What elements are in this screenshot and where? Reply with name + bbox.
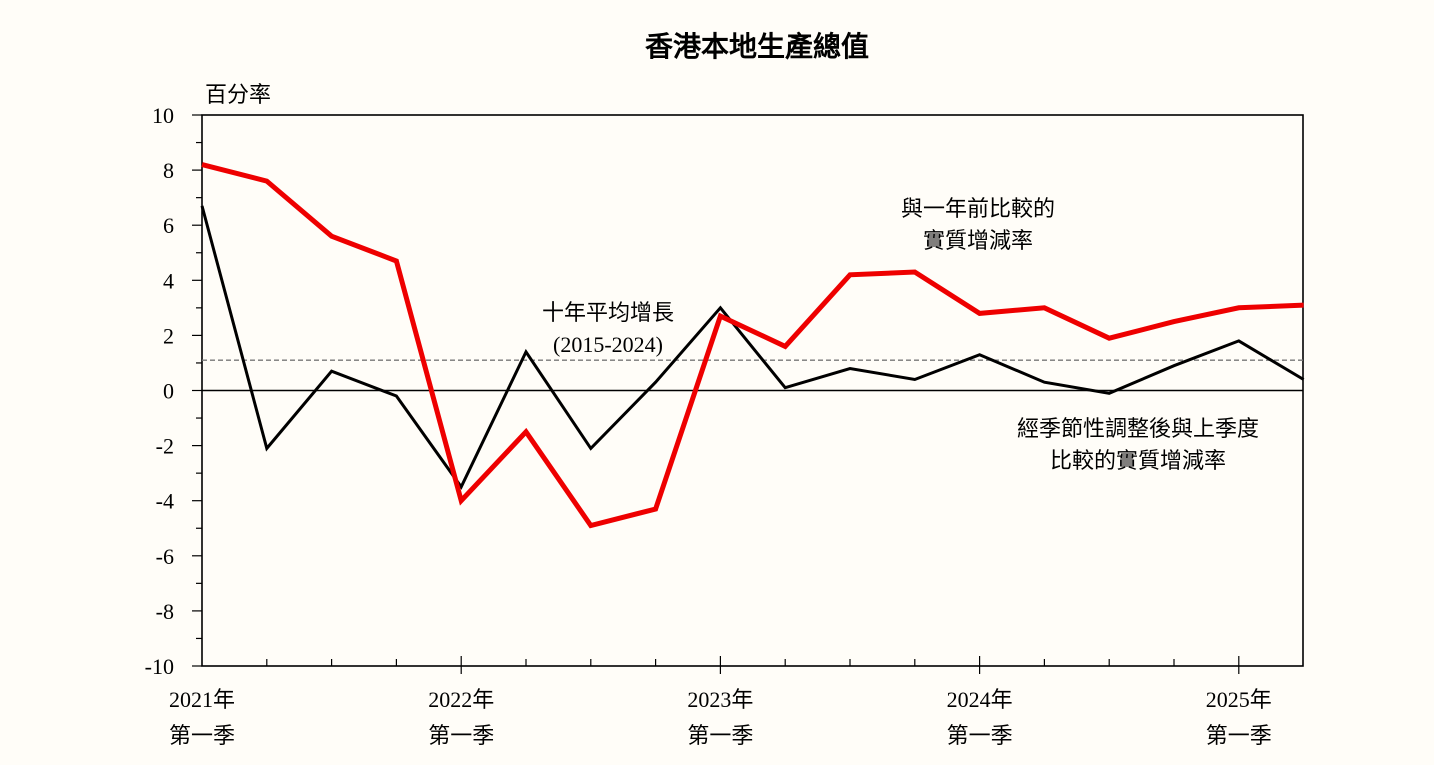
x-tick-label-quarter: 第一季 — [687, 723, 753, 748]
x-tick-label-quarter: 第一季 — [1206, 723, 1272, 748]
reference-label-line-1: 十年平均增長 — [542, 301, 674, 326]
x-tick-label-quarter: 第一季 — [947, 723, 1013, 748]
x-tick-label-year: 2025年 — [1206, 687, 1272, 712]
yoy-series-annotation: 與一年前比較的 實質增減率 — [901, 197, 1055, 254]
yoy-label-line-2: 實質增減率 — [923, 229, 1033, 254]
y-tick-label: -8 — [156, 599, 174, 624]
y-tick-label: -2 — [156, 434, 174, 459]
reference-label-line-2: (2015-2024) — [553, 332, 663, 357]
yoy-label-line-1: 與一年前比較的 — [901, 197, 1055, 222]
chart-title: 香港本地生產總值 — [645, 30, 869, 63]
x-tick-label-quarter: 第一季 — [428, 723, 494, 748]
qoq-series-line — [200, 205, 1305, 490]
series-layer — [200, 162, 1305, 529]
qoq-label-line-1: 經季節性調整後與上季度 — [1017, 417, 1259, 442]
y-axis-unit-label: 百分率 — [205, 83, 271, 108]
qoq-series-annotation: 經季節性調整後與上季度 比較的實質增減率 — [1017, 417, 1259, 474]
y-tick-labels: -10 -8 -6 -4 -2 0 2 4 6 8 10 — [145, 103, 174, 679]
x-tick-label-year: 2021年 — [169, 687, 235, 712]
y-tick-label: 0 — [163, 379, 174, 404]
y-tick-label: 6 — [163, 213, 174, 238]
yoy-series-line — [201, 162, 1304, 529]
qoq-label-line-2: 比較的實質增減率 — [1050, 449, 1226, 474]
x-tick-label-year: 2022年 — [428, 687, 494, 712]
y-tick-label: 8 — [163, 158, 174, 183]
x-tick-label-year: 2024年 — [947, 687, 1013, 712]
x-tick-label-quarter: 第一季 — [169, 723, 235, 748]
y-tick-label: -4 — [156, 489, 174, 514]
axes-layer — [192, 114, 1304, 674]
y-tick-label: 2 — [163, 323, 174, 348]
y-tick-label: -6 — [156, 544, 174, 569]
reference-annotation: 十年平均增長 (2015-2024) — [542, 301, 674, 357]
x-tick-label-year: 2023年 — [687, 687, 753, 712]
y-tick-label: 10 — [152, 103, 174, 128]
y-tick-label: -10 — [145, 654, 174, 679]
y-tick-label: 4 — [163, 268, 174, 293]
